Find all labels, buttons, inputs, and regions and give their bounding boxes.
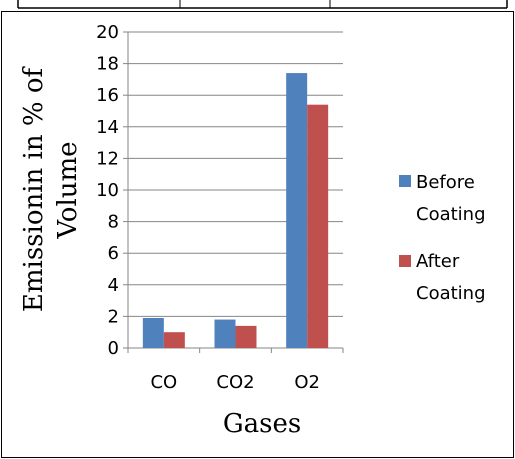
bar-co-after [163,332,185,348]
figure-border [1,11,514,458]
x-tick-label: CO [150,372,177,393]
y-tick-label: 12 [96,148,119,169]
bar-o2-before [286,73,308,348]
y-tick-label: 20 [96,22,119,43]
x-axis-label: Gases [223,409,301,439]
bar-co-before [142,317,164,348]
y-tick-label: 2 [108,306,119,327]
y-tick-label: 10 [96,180,119,201]
bar-co2-after [235,325,257,348]
legend-after-line1: After [416,251,460,272]
x-tick-label: O2 [294,372,320,393]
legend-swatch-after [399,255,411,267]
y-tick-label: 6 [108,243,119,264]
legend-swatch-before [399,175,411,187]
y-axis-label-line1: Emissionin in % of [19,66,49,313]
y-tick-label: 16 [96,85,119,106]
y-tick-label: 8 [108,212,119,233]
plot-area: 0 2 4 6 8 10 12 14 16 18 20 CO CO2 O2 [96,22,344,393]
legend-after-line2: Coating [416,283,486,304]
x-tick-label: CO2 [216,372,254,393]
legend: Before Coating After Coating [399,172,486,304]
y-tick-label: 0 [108,338,119,359]
y-axis-label-line2: Volume [53,141,83,239]
legend-before-line1: Before [416,172,475,193]
y-tick-label: 4 [108,275,119,296]
bar-o2-after [307,104,329,349]
y-tick-label: 14 [96,117,119,138]
legend-before-line2: Coating [416,204,486,225]
y-tick-label: 18 [96,54,119,75]
bar-co2-before [214,319,236,348]
